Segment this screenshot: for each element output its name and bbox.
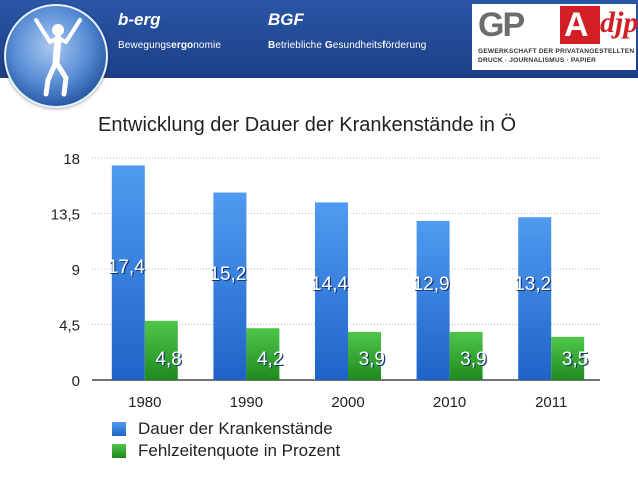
legend-label-green: Fehlzeitenquote in Prozent [138,441,341,460]
bgf-title: BGF [268,10,304,29]
data-label-shadow: 15,2 [211,265,248,286]
data-label-shadow: 3,9 [360,350,386,371]
data-label-green: 3,5 [562,349,588,370]
data-label-shadow: 14,4 [312,275,349,296]
chart-title: Entwicklung der Dauer der Krankenstände … [98,114,517,136]
gpa-tagline-2: DRUCK · JOURNALISMUS · PAPIER [478,57,597,64]
bar-green [246,328,280,380]
y-tick-label: 18 [63,151,80,168]
data-label-shadow: 3,5 [563,350,589,371]
data-label-shadow: 12,9 [414,275,451,296]
legend-swatch-blue [112,422,126,436]
y-tick-label: 13,5 [51,207,80,224]
data-label-green: 3,9 [460,349,486,370]
data-label-shadow: 4,2 [258,350,284,371]
data-label-green: 3,9 [359,349,385,370]
bgf-sub-part: etriebliche [275,40,325,51]
bar-blue [416,220,450,380]
gpa-a-box: A [560,6,600,44]
berg-title: b-erg [118,10,161,29]
x-tick-label: 2000 [331,394,364,411]
data-label-blue: 17,4 [108,257,145,278]
bar-blue [315,202,348,380]
brand-berg: b-erg Bewegungsergonomie [118,10,221,51]
runner-icon [34,18,82,97]
gpa-tagline-1: GEWERKSCHAFT DER PRIVATANGESTELLTEN [478,48,635,55]
djp-letters: djp [600,6,638,39]
bar-green [144,320,178,380]
legend-swatch-green [112,444,126,458]
data-label-green: 4,2 [257,349,283,370]
x-tick-label: 1980 [128,394,161,411]
data-label-blue: 14,4 [311,274,348,295]
berg-sub-part: Bewegungs [118,40,172,51]
y-tick-label: 9 [72,262,80,279]
bar-blue [111,165,145,380]
berg-sub-bold: ergo [171,40,194,51]
data-label-blue: 15,2 [209,264,246,285]
x-tick-label: 2011 [535,394,567,411]
bgf-sub-part: örderung [385,40,427,51]
berg-subtitle: Bewegungsergonomie [118,40,221,51]
bar-blue [518,217,552,380]
bgf-sub-bold: f [382,40,386,51]
bar-green [348,331,381,380]
bgf-sub-bold: G [324,40,333,51]
bar-blue [213,192,247,380]
bgf-sub-part: esundheits [332,40,383,51]
brand-bgf: BGF Betriebliche Gesundheitsförderung [268,10,426,51]
y-tick-label: 0 [72,373,80,390]
data-label-shadow: 13,2 [515,275,552,296]
gpa-djp-logo: GP A djp GEWERKSCHAFT DER PRIVATANGESTEL… [472,4,638,70]
gpa-a-letter: A [564,6,589,44]
bgf-subtitle: Betriebliche Gesundheitsförderung [268,40,426,51]
y-tick-label: 4,5 [59,318,80,335]
data-label-blue: 13,2 [514,274,551,295]
data-label-blue: 12,9 [413,274,450,295]
legend-label-blue: Dauer der Krankenstände [138,419,333,438]
x-tick-label: 1990 [230,394,263,411]
legend-item-green: Fehlzeitenquote in Prozent [112,440,340,462]
bgf-sub-bold: B [268,40,276,51]
x-tick-label: 2010 [433,394,466,411]
runner-logo [4,4,108,108]
berg-sub-part: nomie [193,40,221,51]
gpa-letters: GP [478,6,525,44]
data-label-green: 4,8 [155,349,181,370]
data-label-shadow: 4,8 [157,350,183,371]
data-label-shadow: 3,9 [461,350,487,371]
bar-green [449,331,483,380]
bar-green [551,336,585,380]
legend-item-blue: Dauer der Krankenstände [112,418,340,440]
chart-legend: Dauer der Krankenstände Fehlzeitenquote … [112,418,340,462]
data-label-shadow: 17,4 [109,258,146,279]
